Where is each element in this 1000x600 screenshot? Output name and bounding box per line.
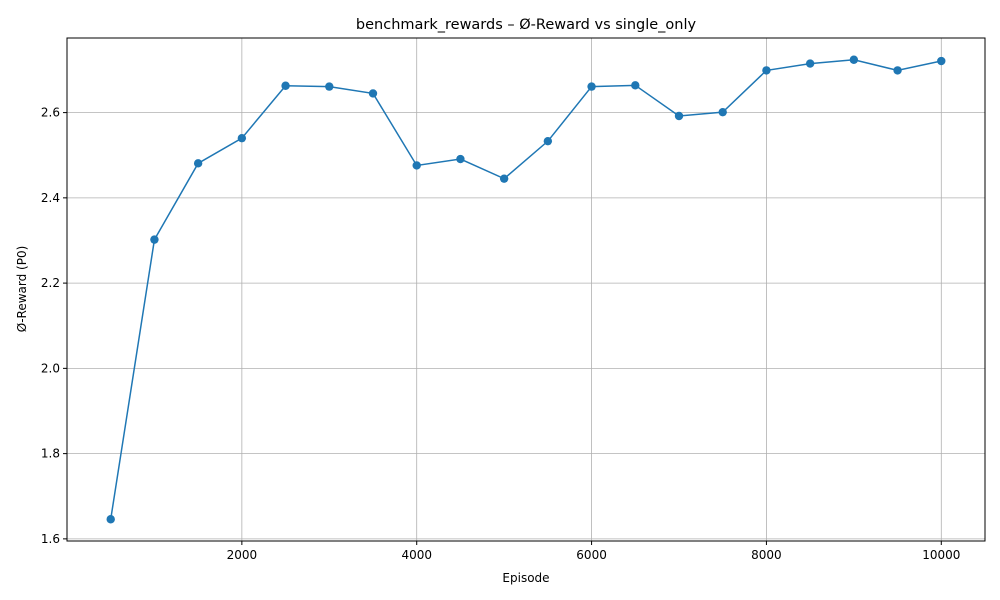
y-tick-label: 1.8 xyxy=(41,447,60,461)
y-tick-label: 1.6 xyxy=(41,532,60,546)
data-point xyxy=(368,89,378,98)
data-point xyxy=(237,133,247,143)
axis-ticks: 2000 4000 6000 8000 10000 1.6 1.8 2.0 2.2 2.4 2.6 xyxy=(41,106,960,562)
data-point xyxy=(631,81,640,90)
x-tick-label: 10000 xyxy=(922,548,960,562)
data-point xyxy=(325,82,334,91)
data-point xyxy=(499,174,509,183)
data-point xyxy=(718,107,727,117)
y-tick-label: 2.6 xyxy=(41,106,60,120)
data-point xyxy=(849,55,859,64)
x-tick-label: 4000 xyxy=(401,548,432,562)
chart-title: benchmark_rewards – Ø-Reward vs single_o… xyxy=(356,17,697,33)
data-point xyxy=(893,66,902,75)
data-point xyxy=(762,66,771,75)
plot-frame xyxy=(66,37,986,542)
data-point xyxy=(937,56,946,66)
data-point xyxy=(805,59,815,68)
x-tick-label: 8000 xyxy=(751,548,782,562)
grid xyxy=(67,38,985,541)
y-tick-label: 2.2 xyxy=(41,276,60,290)
y-axis-label: Ø-Reward (P0) xyxy=(15,246,29,333)
y-tick-label: 2.4 xyxy=(41,191,60,205)
data-point xyxy=(674,111,684,121)
x-tick-label: 2000 xyxy=(227,548,258,562)
series-line xyxy=(109,58,942,520)
data-point xyxy=(150,235,159,244)
data-point xyxy=(106,515,115,524)
y-tick-label: 2.0 xyxy=(41,361,60,375)
data-point xyxy=(193,159,203,168)
series-layer xyxy=(106,55,946,524)
data-point xyxy=(412,161,421,170)
data-point xyxy=(456,154,465,164)
data-point xyxy=(587,82,596,91)
data-point xyxy=(543,136,553,146)
x-axis-label: Episode xyxy=(502,571,549,585)
x-tick-label: 6000 xyxy=(576,548,607,562)
data-point xyxy=(281,81,290,90)
